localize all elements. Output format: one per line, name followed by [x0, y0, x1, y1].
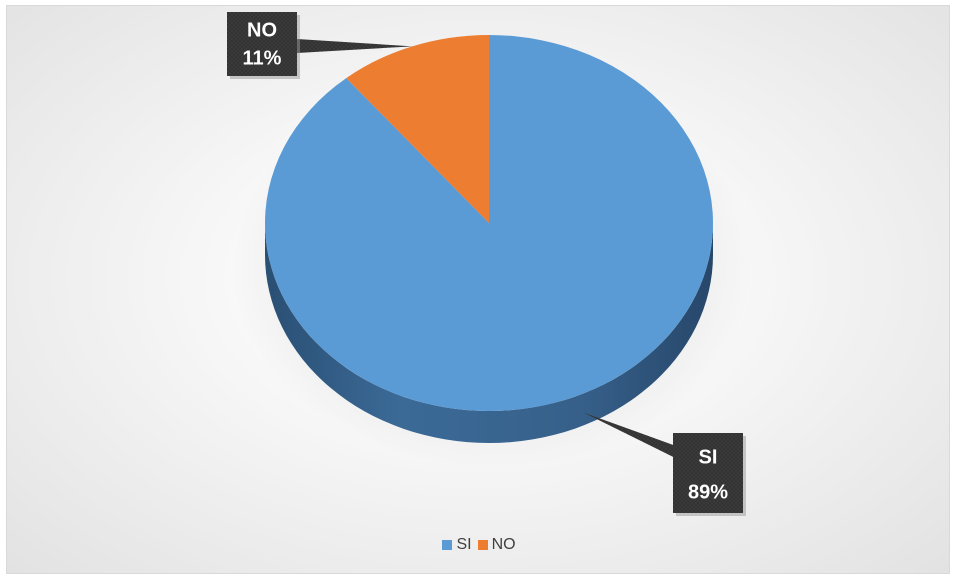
pie-side-si: [265, 223, 713, 443]
leader-line-si: [583, 412, 700, 468]
legend-label-si: SI: [456, 536, 472, 553]
pie-slice-no: [346, 35, 489, 223]
legend-item-si: SI: [442, 536, 472, 554]
data-label-box-no: [227, 12, 297, 76]
data-label-box-si: [673, 433, 743, 513]
leader-line-no: [296, 39, 413, 53]
legend: SI NO: [7, 536, 949, 554]
legend-swatch-no: [477, 540, 488, 550]
legend-item-no: NO: [477, 536, 516, 554]
chart-area: SI 89% NO 11% SI NO: [6, 5, 950, 574]
legend-label-no: NO: [491, 536, 516, 553]
pie-chart: SI 89% NO 11%: [227, 12, 752, 516]
data-label-value-no: 11%: [243, 47, 282, 69]
pie-slice-si: [265, 35, 713, 412]
data-label-category-no: NO: [247, 19, 277, 41]
data-label-category-si: SI: [699, 446, 718, 468]
legend-swatch-si: [442, 540, 453, 550]
data-label-value-si: 89%: [688, 482, 728, 504]
